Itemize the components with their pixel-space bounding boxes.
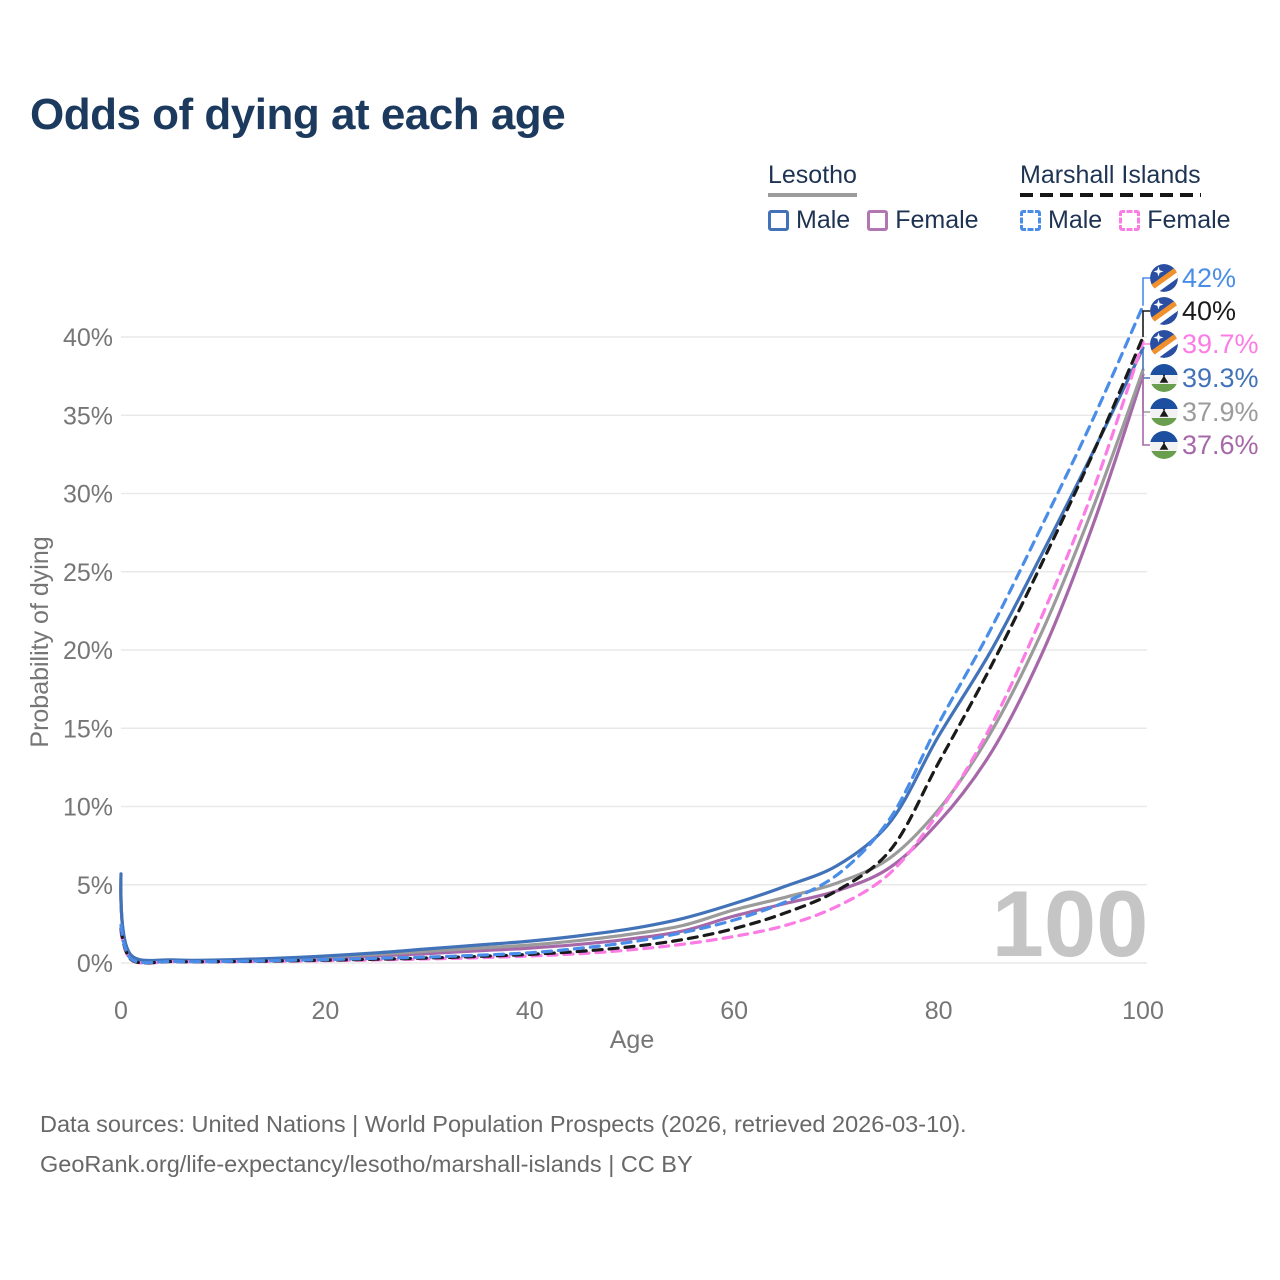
marshall-islands-female-checkbox[interactable] bbox=[1119, 210, 1141, 231]
leader-line-marshall-islands-both bbox=[1142, 310, 1150, 337]
x-tick-label: 60 bbox=[720, 997, 748, 1025]
x-tick-label: 0 bbox=[114, 997, 128, 1025]
marshall-islands-flag-icon bbox=[1150, 264, 1178, 292]
x-axis-title: Age bbox=[610, 1026, 654, 1054]
legend-item-marshall-islands-female[interactable]: Female bbox=[1119, 206, 1231, 235]
end-value-label-marshall-islands-male: 42% bbox=[1182, 263, 1236, 293]
y-tick-label: 40% bbox=[63, 324, 113, 352]
y-tick-label: 0% bbox=[77, 950, 113, 978]
legend-items-marshall-islands: Male Female bbox=[1020, 206, 1231, 235]
hover-age-watermark: 100 bbox=[992, 871, 1149, 976]
axis-labels: 0% 5% 10% 15% 20% 25% 30% 35% 40% 0 20 40 60 80 100 bbox=[63, 324, 1164, 1025]
end-value-label-lesotho-male: 39.3% bbox=[1182, 363, 1259, 393]
legend-country-label-lesotho: Lesotho bbox=[768, 161, 857, 189]
marshall-islands-dashed-line-swatch bbox=[1020, 193, 1201, 197]
legend-group-marshall-islands: Marshall Islands Male Female bbox=[1020, 161, 1231, 235]
legend-item-label: Male bbox=[796, 206, 851, 234]
legend-item-lesotho-male[interactable]: Male bbox=[768, 206, 850, 235]
legend-group-lesotho: Lesotho Male Female bbox=[768, 161, 979, 235]
y-tick-label: 30% bbox=[63, 481, 113, 509]
leader-line-marshall-islands-female bbox=[1142, 341, 1150, 345]
lesotho-solid-line-swatch bbox=[768, 193, 857, 197]
y-tick-label: 5% bbox=[77, 872, 113, 900]
footer-data-sources: Data sources: United Nations | World Pop… bbox=[40, 1111, 967, 1137]
lesotho-male-checkbox[interactable] bbox=[768, 210, 789, 231]
lesotho-flag-icon bbox=[1150, 364, 1178, 392]
footer: Data sources: United Nations | World Pop… bbox=[40, 1104, 967, 1184]
marshall-islands-flag-icon bbox=[1150, 297, 1178, 325]
series-lines bbox=[119, 304, 1145, 965]
page-title: Odds of dying at each age bbox=[30, 90, 566, 139]
legend-item-label: Female bbox=[1147, 206, 1231, 234]
lesotho-female-checkbox[interactable] bbox=[867, 210, 889, 231]
legend-country-lesotho[interactable]: Lesotho bbox=[768, 161, 857, 197]
y-tick-label: 10% bbox=[63, 794, 113, 822]
end-value-label-marshall-islands-female: 39.7% bbox=[1182, 329, 1259, 359]
y-tick-label: 15% bbox=[63, 715, 113, 743]
lesotho-flag-icon bbox=[1150, 431, 1178, 459]
lesotho-flag-icon bbox=[1150, 398, 1178, 426]
gridlines bbox=[121, 336, 1147, 964]
y-tick-label: 25% bbox=[63, 559, 113, 587]
series-line-lesotho-male[interactable] bbox=[119, 346, 1145, 963]
legend-item-marshall-islands-male[interactable]: Male bbox=[1020, 206, 1102, 235]
end-value-label-lesotho-female: 37.6% bbox=[1182, 430, 1259, 460]
leader-line-marshall-islands-male bbox=[1142, 277, 1150, 306]
y-axis-title: Probability of dying bbox=[26, 536, 54, 747]
end-value-label-lesotho-both: 37.9% bbox=[1182, 397, 1259, 427]
legend-country-marshall-islands[interactable]: Marshall Islands bbox=[1020, 161, 1201, 197]
series-line-marshall-islands-male[interactable] bbox=[119, 304, 1145, 965]
y-tick-label: 20% bbox=[63, 637, 113, 665]
legend-item-label: Female bbox=[895, 206, 979, 234]
x-tick-label: 100 bbox=[1122, 997, 1164, 1025]
series-line-marshall-islands-both[interactable] bbox=[119, 335, 1145, 965]
marshall-islands-flag-icon bbox=[1150, 330, 1178, 358]
legend-item-label: Male bbox=[1048, 206, 1103, 234]
end-annotations: 42%40%39.7% 39.3% 37.9%37.6% bbox=[1142, 263, 1259, 460]
end-value-label-marshall-islands-both: 40% bbox=[1182, 296, 1236, 326]
legend-items-lesotho: Male Female bbox=[768, 206, 979, 235]
x-tick-label: 40 bbox=[516, 997, 544, 1025]
x-tick-label: 20 bbox=[311, 997, 339, 1025]
legend-item-lesotho-female[interactable]: Female bbox=[867, 206, 979, 235]
marshall-islands-male-checkbox[interactable] bbox=[1020, 210, 1041, 231]
footer-attribution: GeoRank.org/life-expectancy/lesotho/mars… bbox=[40, 1151, 693, 1177]
x-tick-label: 80 bbox=[925, 997, 953, 1025]
y-tick-label: 35% bbox=[63, 402, 113, 430]
leader-line-lesotho-female bbox=[1142, 374, 1150, 446]
legend-country-label-marshall-islands: Marshall Islands bbox=[1020, 161, 1201, 189]
